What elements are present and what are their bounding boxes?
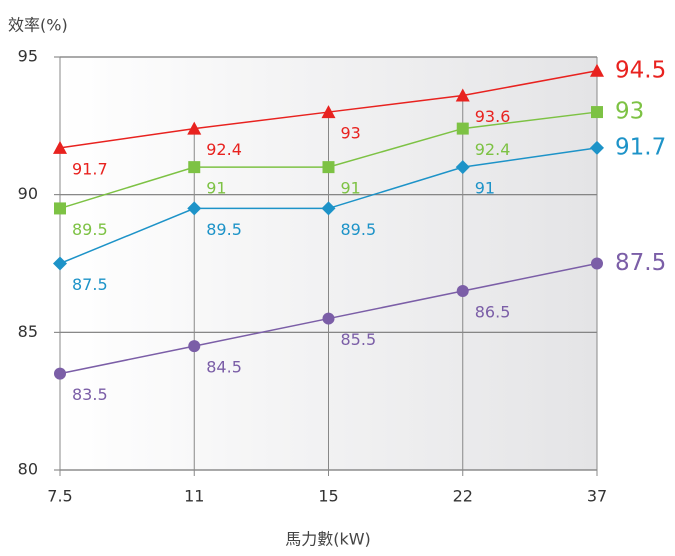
marker: [456, 122, 469, 135]
marker: [53, 256, 67, 271]
x-tick-label: 15: [318, 487, 338, 506]
data-label: 91: [475, 179, 495, 198]
marker: [322, 161, 335, 174]
marker: [591, 257, 603, 270]
marker: [54, 367, 66, 380]
data-label: 83.5: [72, 385, 108, 404]
data-label: 85.5: [341, 330, 377, 349]
x-tick-label: 37: [587, 487, 607, 506]
y-axis-title: 效率(%): [8, 16, 68, 35]
marker: [591, 106, 603, 119]
data-label: 87.5: [72, 275, 108, 294]
marker: [187, 201, 202, 216]
data-label: 91: [206, 179, 226, 198]
data-label: 89.5: [72, 220, 108, 239]
y-tick-label: 85: [18, 322, 38, 341]
marker: [53, 140, 67, 154]
data-label: 93: [341, 124, 361, 143]
end-label: 87.5: [615, 250, 666, 276]
marker: [455, 160, 470, 175]
end-label: 94.5: [615, 57, 666, 83]
marker: [590, 63, 604, 77]
data-label: 89.5: [206, 220, 242, 239]
marker: [188, 161, 201, 174]
marker: [187, 121, 202, 135]
x-tick-label: 11: [184, 487, 204, 506]
x-axis-title: 馬力數(kW): [285, 530, 371, 549]
marker: [188, 340, 201, 353]
data-label: 92.4: [206, 140, 242, 159]
end-label: 91.7: [615, 134, 666, 160]
marker: [54, 202, 66, 215]
marker: [455, 88, 470, 102]
y-tick-label: 80: [18, 460, 38, 479]
y-tick-label: 95: [18, 47, 38, 66]
data-label: 86.5: [475, 303, 511, 322]
marker: [322, 312, 335, 325]
marker: [321, 105, 336, 119]
data-label: 91: [341, 179, 361, 198]
x-tick-label: 22: [453, 487, 473, 506]
y-tick-label: 90: [18, 184, 38, 203]
marker: [456, 285, 469, 298]
end-label: 93: [615, 99, 644, 125]
marker: [590, 140, 604, 155]
data-label: 89.5: [341, 220, 377, 239]
data-label: 93.6: [475, 107, 511, 126]
x-tick-label: 7.5: [47, 487, 72, 506]
data-label: 84.5: [206, 358, 242, 377]
data-label: 91.7: [72, 159, 108, 178]
marker: [321, 201, 336, 216]
data-label: 92.4: [475, 140, 511, 159]
